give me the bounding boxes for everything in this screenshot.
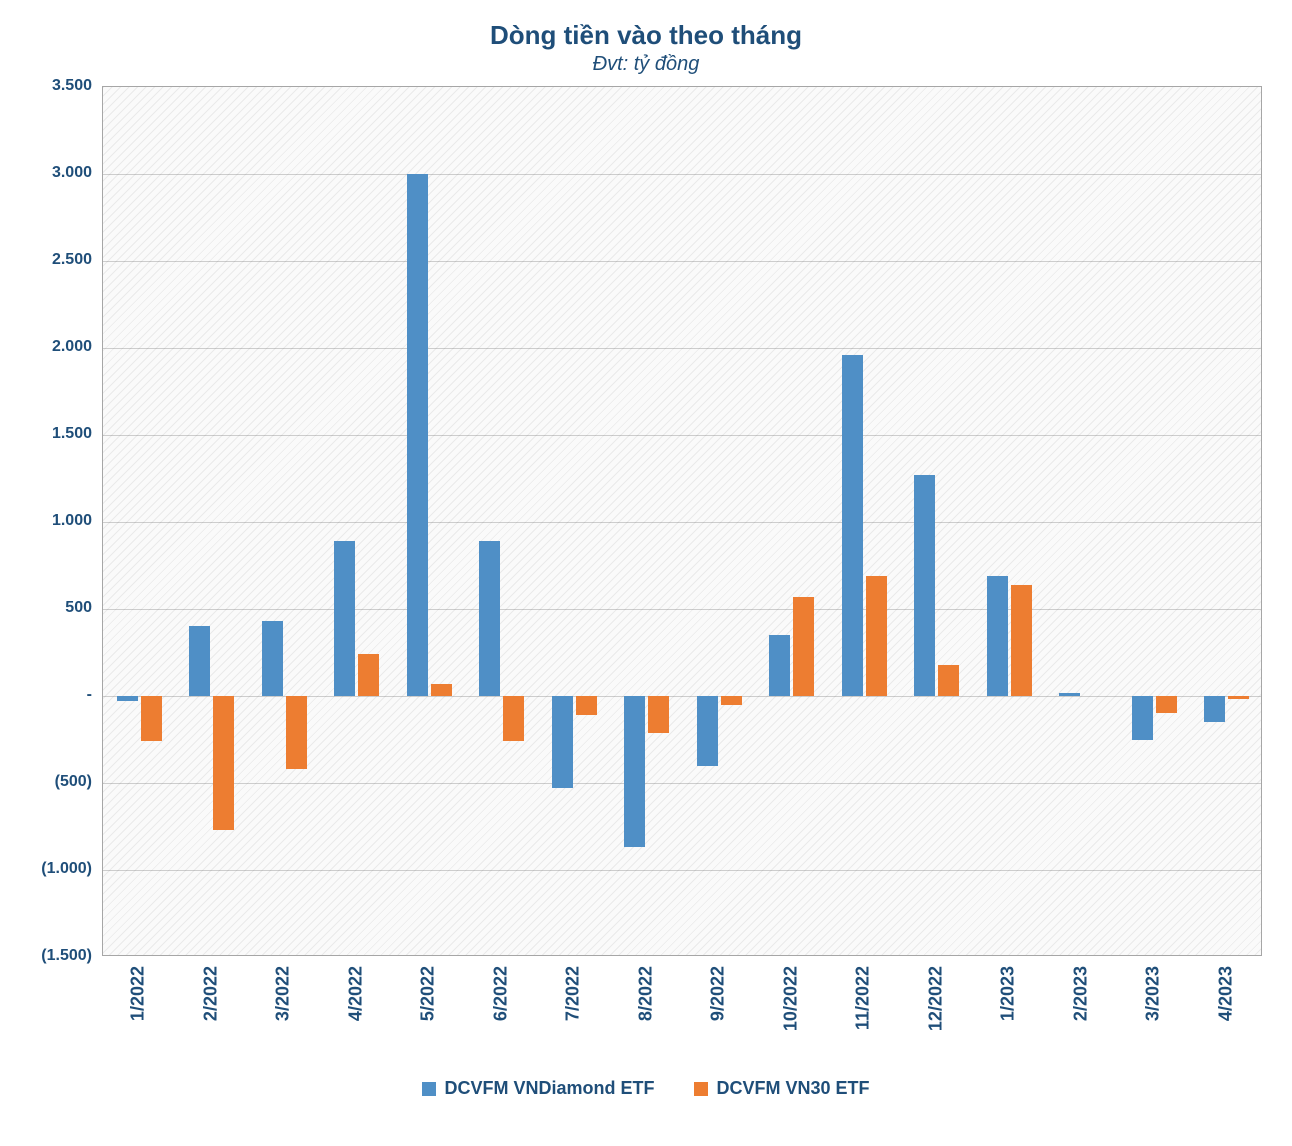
bar [1228,696,1249,699]
bar [987,576,1008,696]
bar [334,541,355,696]
plot-area [102,86,1262,956]
bar [503,696,524,741]
chart-title: Dòng tiền vào theo tháng [30,20,1262,51]
x-axis: 1/2022 2/2022 3/2022 4/2022 5/2022 6/2022 7/20… [30,962,1262,1072]
legend: DCVFM VNDiamond ETF DCVFM VN30 ETF [30,1078,1262,1099]
bar [697,696,718,766]
x-tick-label: 3/2023 [1143,966,1164,1021]
bar [1204,696,1225,722]
x-tick-label: 5/2022 [418,966,439,1021]
x-axis-inner: 1/2022 2/2022 3/2022 4/2022 5/2022 6/2022 7/20… [102,962,1262,1072]
bar [914,475,935,696]
bar [866,576,887,696]
y-tick-label: 3.000 [52,165,92,181]
legend-item: DCVFM VN30 ETF [694,1078,869,1099]
x-tick-label: 3/2022 [273,966,294,1021]
y-tick-label: - [87,687,92,703]
legend-label: DCVFM VNDiamond ETF [444,1078,654,1099]
x-tick-label: 1/2023 [998,966,1019,1021]
bars-layer [103,87,1261,955]
bar [721,696,742,705]
bar [793,597,814,696]
y-tick-label: 2.500 [52,252,92,268]
x-axis-spacer [30,962,102,1072]
x-tick-label: 6/2022 [490,966,511,1021]
bar [769,635,790,696]
bar [552,696,573,788]
x-tick-label: 8/2022 [635,966,656,1021]
bar [358,654,379,696]
bar [141,696,162,741]
y-tick-label: 2.000 [52,339,92,355]
y-tick-label: 3.500 [52,78,92,94]
x-tick-label: 9/2022 [708,966,729,1021]
legend-item: DCVFM VNDiamond ETF [422,1078,654,1099]
bar [1156,696,1177,713]
x-tick-label: 2/2022 [200,966,221,1021]
x-tick-label: 4/2023 [1215,966,1236,1021]
bar [431,684,452,696]
x-tick-label: 11/2022 [853,966,874,1030]
chart-container: Dòng tiền vào theo tháng Đvt: tỷ đồng 3.… [0,0,1292,1146]
y-tick-label: 500 [65,600,92,616]
bar [1011,585,1032,696]
bar [624,696,645,847]
legend-label: DCVFM VN30 ETF [716,1078,869,1099]
x-tick-label: 4/2022 [345,966,366,1021]
legend-swatch [422,1082,436,1096]
bar [479,541,500,696]
x-tick-label: 1/2022 [128,966,149,1021]
y-tick-label: (500) [55,774,92,790]
y-tick-label: 1.500 [52,426,92,442]
x-tick-label: 10/2022 [780,966,801,1031]
bar [262,621,283,696]
y-tick-label: (1.000) [41,861,92,877]
bar [286,696,307,769]
bar [213,696,234,830]
bar [117,696,138,701]
y-axis: 3.5003.0002.5002.0001.5001.000500-(500)(… [30,86,102,956]
chart-subtitle: Đvt: tỷ đồng [30,53,1262,76]
x-tick-label: 2/2023 [1070,966,1091,1021]
bar [189,626,210,696]
bar [407,174,428,696]
y-tick-label: 1.000 [52,513,92,529]
bar [938,665,959,696]
bar [842,355,863,696]
bar [1132,696,1153,740]
plot-wrapper: 3.5003.0002.5002.0001.5001.000500-(500)(… [30,86,1262,956]
x-tick-label: 7/2022 [563,966,584,1021]
x-tick-label: 12/2022 [925,966,946,1031]
bar [576,696,597,715]
bar [648,696,669,733]
legend-swatch [694,1082,708,1096]
bar [1059,693,1080,696]
